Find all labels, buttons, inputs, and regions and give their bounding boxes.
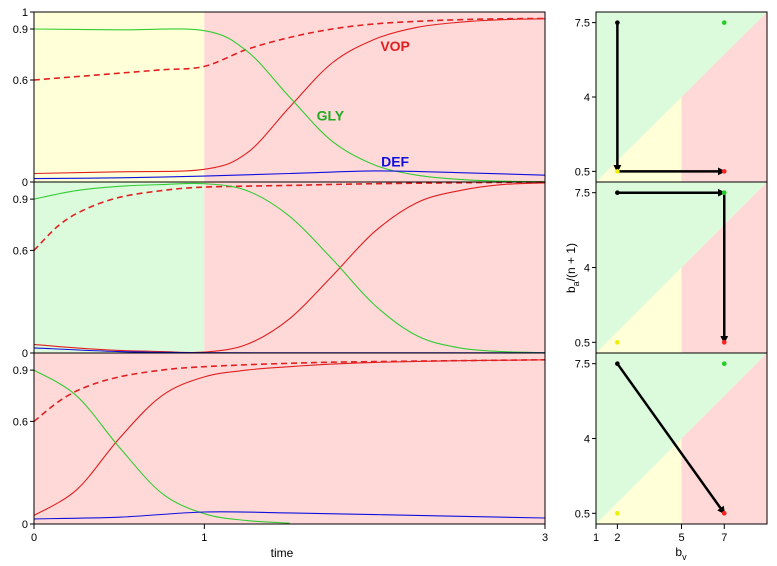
- x-axis-label-bv: bv: [675, 545, 687, 562]
- time-panel-1: 0 0.6 0.9 1 VOP GLY DEF: [13, 7, 546, 189]
- time-course-plots: 0 0.6 0.9 1 VOP GLY DEF 0 0.6 0.9 0 0.6 0.9 0 1 3: [13, 7, 548, 544]
- x-tick-label: 2: [614, 532, 620, 544]
- state-point: [721, 169, 727, 174]
- y-tick-label: 0.9: [13, 24, 28, 36]
- state-point: [721, 511, 727, 516]
- y-tick-label: 4: [584, 263, 590, 275]
- state-point: [615, 340, 620, 345]
- state-point: [615, 169, 620, 174]
- region-red: [204, 12, 546, 182]
- series-vop: [33, 182, 546, 354]
- y-tick-label: 0.6: [13, 416, 28, 428]
- axis-annotations: time bv ba/(n + 1): [271, 243, 687, 562]
- x-tick-label: 7: [721, 532, 727, 544]
- y-tick-label: 0: [22, 348, 28, 360]
- region-red: [681, 12, 767, 182]
- series-gly: [33, 28, 546, 183]
- time-panel-2: 0 0.6 0.9: [13, 181, 546, 360]
- series-label-vop: VOP: [380, 38, 410, 54]
- series-def: [33, 170, 546, 180]
- region-green: [34, 182, 205, 353]
- state-point: [615, 20, 620, 25]
- series-vop-mean: [33, 181, 546, 251]
- y-tick-label: 0.6: [13, 75, 28, 87]
- y-tick-label: 0.5: [575, 166, 590, 178]
- state-point: [615, 511, 620, 516]
- y-tick-label: 4: [584, 434, 590, 446]
- y-tick-label: 0.6: [13, 245, 28, 257]
- time-panel-3: 0 0.6 0.9: [13, 352, 546, 531]
- y-tick-label: 0.5: [575, 337, 590, 349]
- series-def: [33, 511, 546, 520]
- series-vop-mean: [33, 359, 546, 423]
- y-tick-label: 0: [22, 519, 28, 531]
- phase-panel-3: 0.5 4 7.5: [575, 352, 768, 525]
- x-axis-label-time: time: [271, 546, 294, 560]
- region-red: [204, 182, 546, 353]
- y-tick-label: 7.5: [575, 18, 590, 30]
- y-tick-label: 1: [22, 7, 28, 19]
- region-red: [34, 353, 545, 524]
- state-point: [721, 190, 727, 195]
- x-tick-label: 5: [678, 532, 684, 544]
- state-point: [615, 190, 620, 195]
- y-tick-label: 4: [584, 92, 590, 104]
- state-point: [721, 340, 727, 345]
- y-tick-label: 7.5: [575, 359, 590, 371]
- series-gly: [33, 369, 290, 524]
- y-tick-label: 0: [22, 177, 28, 189]
- series-label-def: DEF: [381, 154, 409, 170]
- phase-regions: [596, 182, 767, 353]
- state-point: [721, 20, 727, 25]
- series-gly: [33, 182, 546, 354]
- y-tick-label: 7.5: [575, 188, 590, 200]
- x-tick-label: 0: [31, 532, 37, 544]
- plot-frame: [33, 352, 546, 525]
- series-vop: [33, 18, 546, 175]
- phase-panel-2: 0.5 4 7.5: [575, 181, 768, 354]
- series-vop: [33, 359, 546, 516]
- y-axis-label-ba: ba/(n + 1): [564, 243, 581, 293]
- y-tick-label: 0.9: [13, 365, 28, 377]
- x-axis-ticks: 0 1 3: [31, 524, 548, 544]
- phase-panel-1: 0.5 4 7.5: [575, 11, 768, 183]
- y-tick-label: 0.5: [575, 508, 590, 520]
- x-tick-label: 3: [542, 532, 548, 544]
- x-tick-label: 1: [201, 532, 207, 544]
- phase-regions: [596, 12, 767, 182]
- state-point: [721, 361, 727, 366]
- x-tick-label: 1: [593, 532, 599, 544]
- phase-x-axis-ticks: 1 2 5 7: [593, 524, 727, 544]
- series-label-gly: GLY: [317, 108, 345, 124]
- transition-arrow: [616, 362, 726, 515]
- phase-plots: 0.5 4 7.5 0.5 4 7.5 0.5 4 7.5 1 2 5 7: [575, 11, 768, 544]
- series-vop-mean: [33, 17, 546, 81]
- y-tick-label: 0.9: [13, 194, 28, 206]
- phase-regions: [596, 353, 767, 524]
- region-yellow: [34, 12, 205, 182]
- state-point: [615, 361, 620, 366]
